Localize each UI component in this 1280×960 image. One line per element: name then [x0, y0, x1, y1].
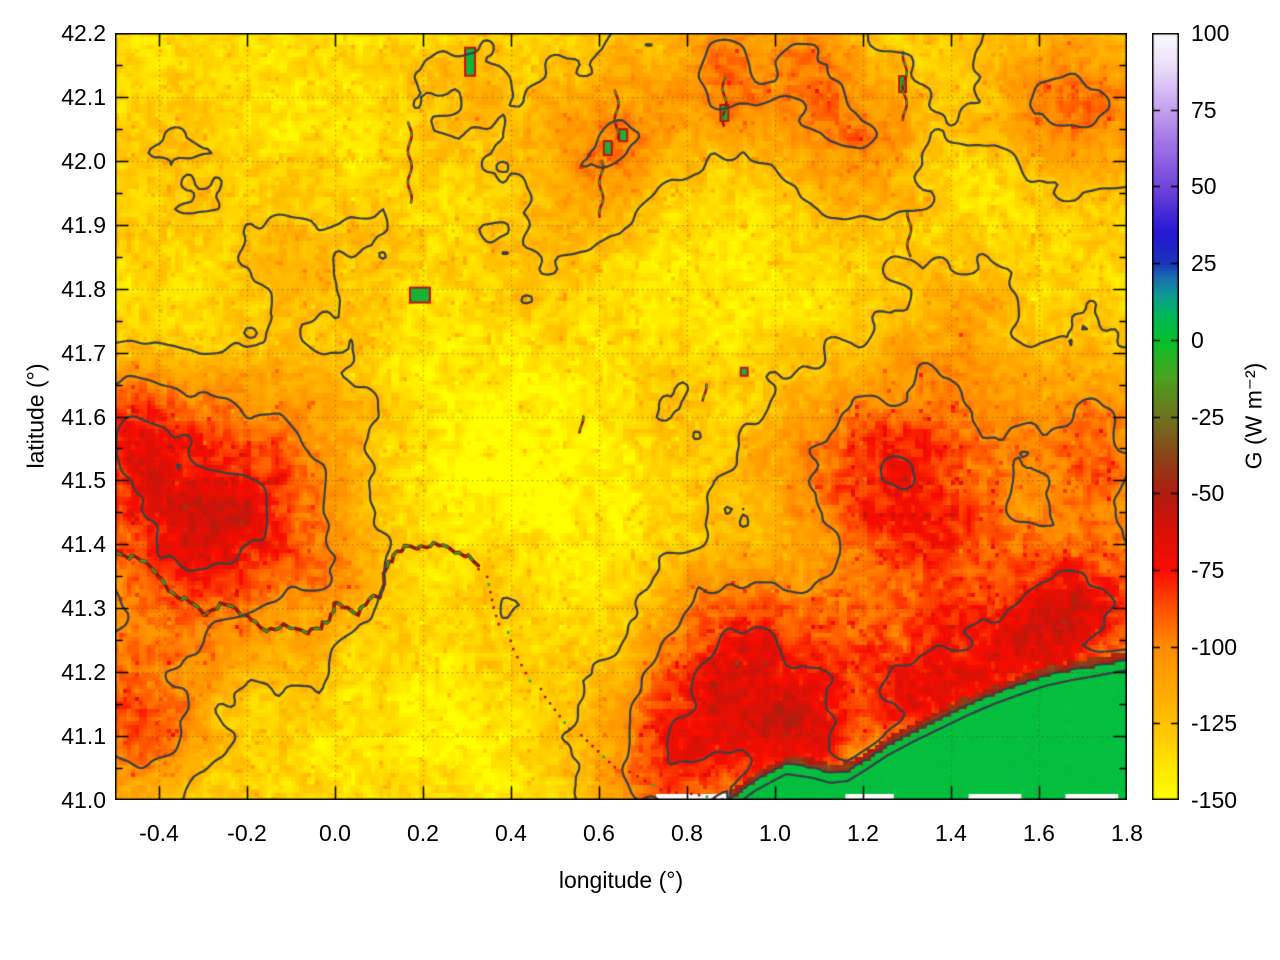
y-tick-label: 41.0	[61, 787, 106, 813]
colorbar	[1152, 33, 1179, 800]
y-tick-label: 41.3	[61, 595, 106, 622]
y-tick-label: 41.6	[61, 403, 106, 430]
colorbar-tick-label: -25	[1191, 403, 1225, 430]
colorbar-tick-label: 50	[1191, 173, 1217, 200]
heatmap-canvas	[115, 33, 1127, 800]
y-tick-label: 41.9	[61, 211, 106, 238]
x-tick-label: 1.0	[759, 820, 791, 846]
colorbar-tick-label: 25	[1191, 250, 1217, 277]
x-tick-label: -0.2	[227, 820, 267, 846]
x-tick-label: 0.6	[583, 820, 615, 846]
y-tick-label: 41.5	[61, 467, 106, 494]
x-tick-label: 1.2	[847, 820, 879, 846]
y-tick-label: 42.2	[61, 20, 106, 46]
x-tick-label: 0.4	[495, 820, 527, 846]
x-tick-label: 1.4	[935, 820, 967, 846]
colorbar-tick-label: -150	[1191, 787, 1238, 813]
y-tick-label: 42.0	[61, 147, 106, 174]
x-tick-label: 0.2	[407, 820, 439, 846]
y-tick-label: 41.2	[61, 659, 106, 686]
y-tick-label: 41.1	[61, 723, 106, 750]
colorbar-tick-label: 100	[1191, 20, 1230, 46]
x-tick-label: 0.8	[671, 820, 703, 846]
colorbar-tick-label: -100	[1191, 633, 1238, 660]
y-tick-label: 41.4	[61, 531, 106, 558]
colorbar-tick-label: -75	[1191, 556, 1225, 583]
y-tick-label: 41.8	[61, 275, 106, 302]
colorbar-tick-label: 0	[1191, 326, 1204, 353]
y-tick-label: 41.7	[61, 339, 106, 366]
colorbar-tick-label: -50	[1191, 480, 1225, 507]
y-tick-label: 42.1	[61, 83, 106, 110]
x-tick-label: 1.8	[1111, 820, 1143, 846]
x-tick-label: 0.0	[319, 820, 351, 846]
x-tick-label: -0.4	[139, 820, 179, 846]
x-axis-label: longitude (°)	[558, 867, 684, 893]
colorbar-tick-label: -125	[1191, 710, 1238, 737]
colorbar-tick-label: 75	[1191, 96, 1217, 123]
x-tick-label: 1.6	[1023, 820, 1055, 846]
